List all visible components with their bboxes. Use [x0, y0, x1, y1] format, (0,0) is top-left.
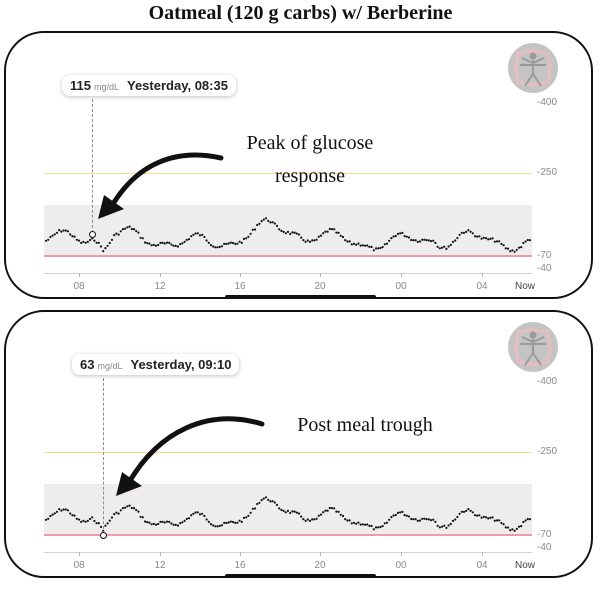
x-axis-label-08: 08: [73, 560, 85, 571]
low-threshold-line: [44, 255, 532, 257]
reading-value: 115: [70, 78, 91, 93]
reading-callout[interactable]: 115 mg/dL Yesterday, 08:35: [62, 75, 236, 96]
annotation-line1: Peak of glucose: [246, 132, 374, 154]
glucose-chart-panel-trough: -400 -250 -70 -40 08 12 16 20 00 04 Now …: [4, 310, 593, 578]
reading-time: Yesterday, 08:35: [127, 78, 228, 93]
x-axis-label-12: 12: [154, 560, 166, 571]
x-axis-label-04: 04: [476, 560, 488, 571]
home-indicator[interactable]: [225, 574, 376, 576]
selected-reading-marker[interactable]: [100, 532, 107, 539]
arrow-icon: [116, 416, 265, 496]
x-axis-label-16: 16: [234, 281, 246, 292]
x-axis-label-08: 08: [73, 281, 85, 292]
callout-leader-line: [92, 99, 93, 233]
x-axis-label-20: 20: [314, 281, 326, 292]
y-axis-label-40: -40: [537, 542, 552, 553]
glucose-chart-panel-peak: -400 -250 -70 -40 08 12 16 20 00 04 Now …: [4, 31, 593, 299]
target-range-band: [44, 205, 532, 255]
annotation-line1: Post meal trough: [297, 414, 433, 436]
reading-unit: mg/dL: [97, 361, 123, 371]
y-axis-label-400: -400: [537, 97, 558, 108]
x-axis-label-04: 04: [476, 281, 488, 292]
arrow-icon: [98, 152, 224, 219]
x-axis-label-00: 00: [395, 281, 407, 292]
x-axis-line: [44, 273, 532, 274]
home-indicator[interactable]: [225, 295, 376, 297]
reading-callout[interactable]: 63 mg/dL Yesterday, 09:10: [72, 354, 240, 375]
y-axis-label-40: -40: [537, 263, 552, 274]
x-axis-line: [44, 552, 532, 553]
x-axis-label-12: 12: [154, 281, 166, 292]
app-logo-icon: [508, 43, 558, 93]
reading-unit: mg/dL: [93, 82, 119, 92]
callout-leader-line: [103, 378, 104, 534]
y-axis-label-250: -250: [537, 167, 558, 178]
y-axis-label-250: -250: [537, 446, 558, 457]
x-axis-label-now: Now: [514, 281, 536, 292]
glucose-trace: [44, 496, 532, 533]
y-axis-label-400: -400: [537, 376, 558, 387]
high-threshold-line: [44, 173, 532, 174]
annotation-text: Peak of glucose response: [230, 127, 390, 193]
reading-time: Yesterday, 09:10: [130, 357, 232, 372]
app-logo-icon: [508, 322, 558, 372]
annotation-text: Post meal trough: [280, 409, 450, 442]
reading-value: 63: [80, 357, 95, 372]
selected-reading-marker[interactable]: [89, 231, 96, 238]
x-axis-label-16: 16: [234, 560, 246, 571]
high-threshold-line: [44, 452, 532, 453]
x-axis-label-20: 20: [314, 560, 326, 571]
y-axis-label-70: -70: [537, 529, 552, 540]
x-axis-label-now: Now: [514, 560, 536, 571]
low-threshold-line: [44, 534, 532, 536]
annotation-line2: response: [275, 165, 345, 187]
x-axis-label-00: 00: [395, 560, 407, 571]
y-axis-label-70: -70: [537, 250, 552, 261]
page-title: Oatmeal (120 g carbs) w/ Berberine: [148, 2, 453, 24]
